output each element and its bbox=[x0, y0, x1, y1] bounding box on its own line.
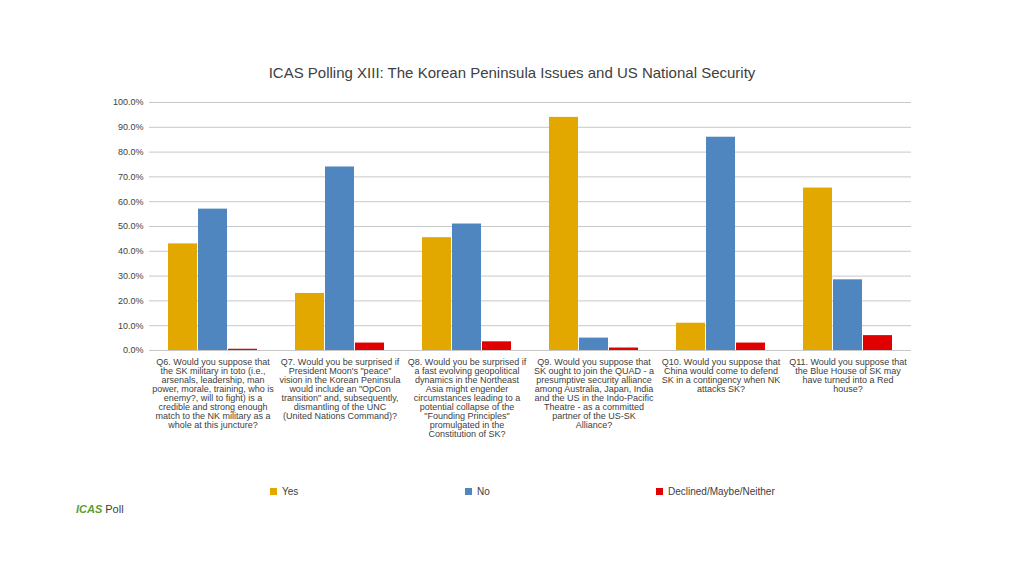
svg-text:90.0%: 90.0% bbox=[118, 122, 144, 132]
svg-text:70.0%: 70.0% bbox=[118, 172, 144, 182]
svg-text:Q6. Would you suppose thatthe: Q6. Would you suppose thatthe SK militar… bbox=[152, 357, 274, 430]
svg-text:Q10. Would you suppose thatChi: Q10. Would you suppose thatChina would c… bbox=[662, 357, 781, 394]
svg-text:Q9. Would you suppose thatSK o: Q9. Would you suppose thatSK ought to jo… bbox=[534, 357, 654, 430]
svg-text:100.0%: 100.0% bbox=[113, 97, 144, 107]
svg-text:30.0%: 30.0% bbox=[118, 271, 144, 281]
svg-text:Q11. Would you suppose thatthe: Q11. Would you suppose thatthe Blue Hous… bbox=[789, 357, 907, 394]
svg-text:10.0%: 10.0% bbox=[118, 321, 144, 331]
svg-text:Q7. Would you be surprised ifP: Q7. Would you be surprised ifPresident M… bbox=[279, 357, 400, 421]
svg-text:40.0%: 40.0% bbox=[118, 246, 144, 256]
svg-text:60.0%: 60.0% bbox=[118, 197, 144, 207]
svg-text:Q8. Would you be surprised ifa: Q8. Would you be surprised ifa fast evol… bbox=[408, 357, 527, 439]
svg-text:0.0%: 0.0% bbox=[123, 345, 144, 355]
svg-text:50.0%: 50.0% bbox=[118, 221, 144, 231]
svg-text:80.0%: 80.0% bbox=[118, 147, 144, 157]
svg-text:20.0%: 20.0% bbox=[118, 296, 144, 306]
